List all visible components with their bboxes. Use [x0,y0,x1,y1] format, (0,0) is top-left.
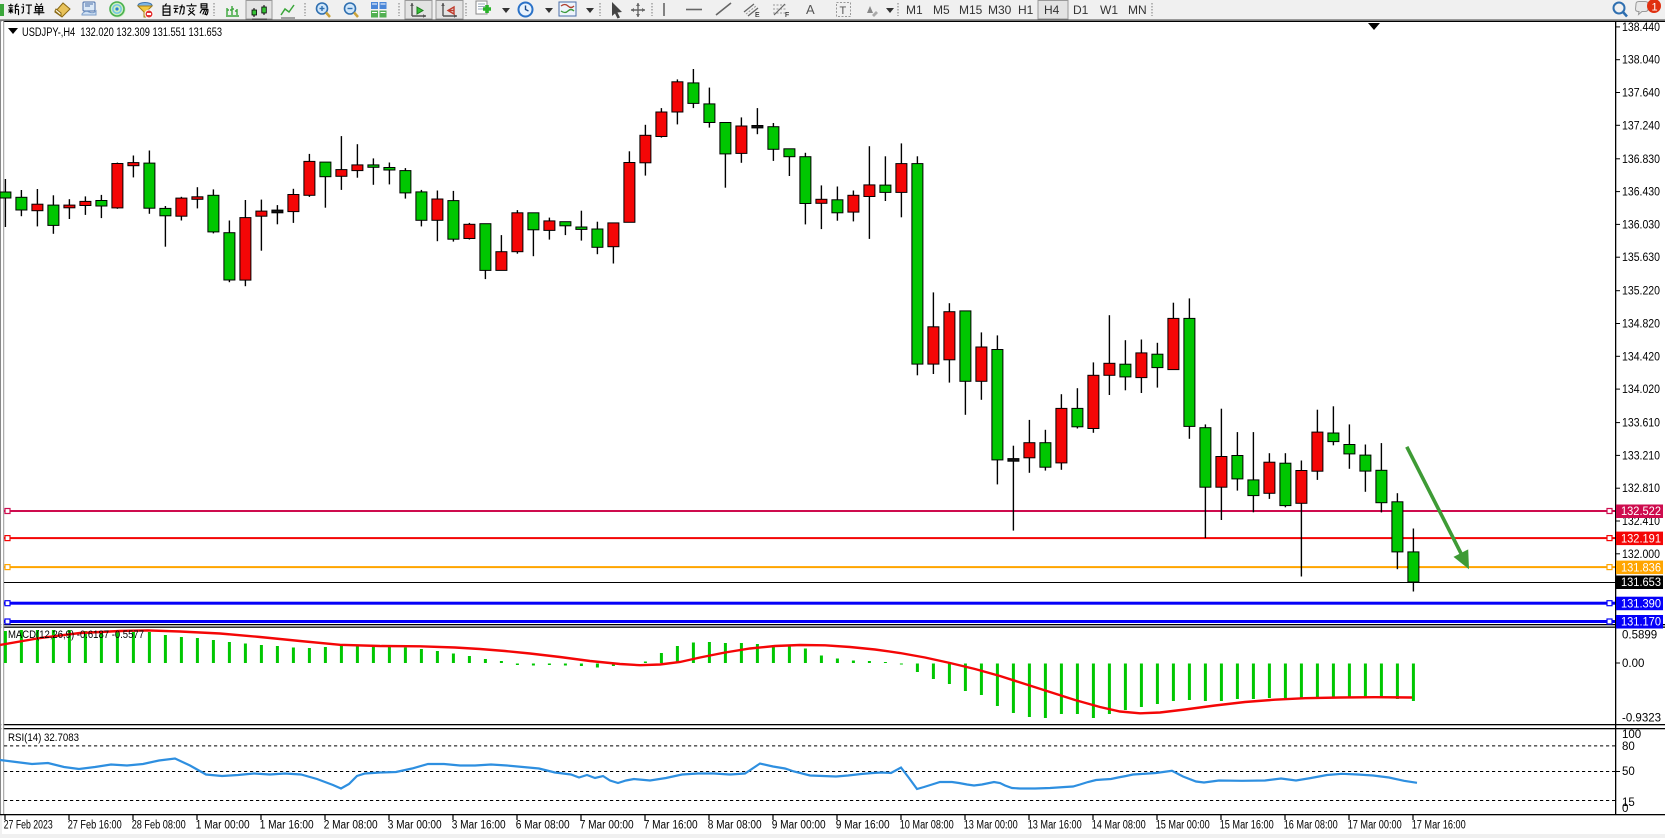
svg-text:-0.9323: -0.9323 [1622,713,1661,725]
svg-text:M1: M1 [906,3,923,17]
svg-text:3 Mar 00:00: 3 Mar 00:00 [388,820,442,832]
svg-text:E: E [755,12,760,19]
svg-text:133.210: 133.210 [1622,450,1660,462]
svg-text:131.170: 131.170 [1621,617,1661,629]
svg-text:A: A [806,2,815,17]
svg-text:136.030: 136.030 [1622,219,1660,231]
svg-text:133.610: 133.610 [1622,418,1660,430]
svg-text:1 Mar 16:00: 1 Mar 16:00 [260,820,314,832]
svg-text:132.810: 132.810 [1622,483,1660,495]
svg-text:M5: M5 [933,3,950,17]
svg-text:17 Mar 16:00: 17 Mar 16:00 [1412,820,1466,832]
svg-text:9 Mar 00:00: 9 Mar 00:00 [772,820,826,832]
svg-text:138.440: 138.440 [1622,22,1660,34]
svg-text:27 Feb 2023: 27 Feb 2023 [4,820,53,832]
svg-text:13 Mar 16:00: 13 Mar 16:00 [1028,820,1082,832]
svg-text:H4: H4 [1044,3,1060,17]
svg-text:15 Mar 00:00: 15 Mar 00:00 [1156,820,1210,832]
svg-text:MN: MN [1128,3,1147,17]
svg-text:0.5899: 0.5899 [1622,630,1657,642]
svg-text:136.430: 136.430 [1622,187,1660,199]
svg-text:17 Mar 00:00: 17 Mar 00:00 [1348,820,1402,832]
svg-text:15: 15 [1622,797,1635,809]
svg-text:W1: W1 [1100,3,1118,17]
svg-text:0.00: 0.00 [1622,658,1644,670]
svg-text:134.820: 134.820 [1622,319,1660,331]
svg-text:137.640: 137.640 [1622,88,1660,100]
svg-text:6 Mar 08:00: 6 Mar 08:00 [516,820,570,832]
svg-text:80: 80 [1622,741,1635,753]
svg-text:RSI(14) 32.7083: RSI(14) 32.7083 [8,732,79,744]
svg-text:132.000: 132.000 [1622,549,1660,561]
svg-text:H1: H1 [1018,3,1034,17]
svg-text:15 Mar 16:00: 15 Mar 16:00 [1220,820,1274,832]
svg-text:132.522: 132.522 [1621,506,1661,518]
svg-text:M30: M30 [988,3,1012,17]
svg-text:135.630: 135.630 [1622,252,1660,264]
svg-text:9 Mar 16:00: 9 Mar 16:00 [836,820,890,832]
svg-text:3 Mar 16:00: 3 Mar 16:00 [452,820,506,832]
svg-text:1 Mar 00:00: 1 Mar 00:00 [196,820,250,832]
svg-text:131.836: 131.836 [1621,562,1661,574]
svg-text:28 Feb 08:00: 28 Feb 08:00 [132,820,186,832]
svg-text:138.040: 138.040 [1622,55,1660,67]
svg-text:10 Mar 08:00: 10 Mar 08:00 [900,820,954,832]
svg-text:T: T [840,5,847,17]
svg-text:27 Feb 16:00: 27 Feb 16:00 [68,820,122,832]
svg-text:2 Mar 08:00: 2 Mar 08:00 [324,820,378,832]
svg-text:131.653: 131.653 [1621,577,1661,589]
svg-text:7 Mar 00:00: 7 Mar 00:00 [580,820,634,832]
svg-text:137.240: 137.240 [1622,120,1660,132]
svg-text:13 Mar 00:00: 13 Mar 00:00 [964,820,1018,832]
svg-text:132.410: 132.410 [1622,516,1660,528]
svg-text:M15: M15 [959,3,983,17]
svg-text:MACD(12,26,9) -0.6187 -0.5577: MACD(12,26,9) -0.6187 -0.5577 [8,629,144,641]
svg-text:0: 0 [1622,803,1628,815]
svg-text:D1: D1 [1073,3,1089,17]
svg-text:14 Mar 08:00: 14 Mar 08:00 [1092,820,1146,832]
svg-text:134.420: 134.420 [1622,351,1660,363]
svg-text:8 Mar 08:00: 8 Mar 08:00 [708,820,762,832]
svg-text:134.020: 134.020 [1622,384,1660,396]
svg-text:1: 1 [1652,2,1658,14]
svg-text:F: F [785,12,789,19]
svg-text:USDJPY-,H4 132.020 132.309 13: USDJPY-,H4 132.020 132.309 131.551 131.6… [22,27,222,39]
svg-text:136.830: 136.830 [1622,154,1660,166]
svg-text:132.191: 132.191 [1621,533,1661,545]
svg-text:16 Mar 08:00: 16 Mar 08:00 [1284,820,1338,832]
svg-text:7 Mar 16:00: 7 Mar 16:00 [644,820,698,832]
svg-text:100: 100 [1622,729,1641,741]
svg-text:131.390: 131.390 [1621,598,1661,610]
svg-text:50: 50 [1622,766,1635,778]
svg-text:135.220: 135.220 [1622,286,1660,298]
